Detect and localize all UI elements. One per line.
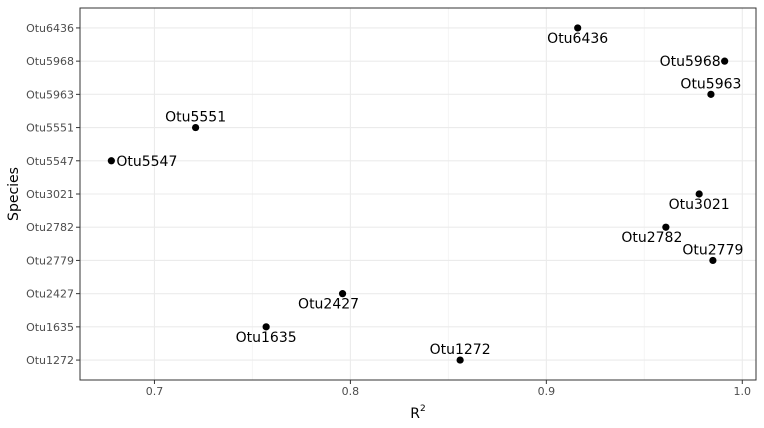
data-points	[107, 24, 729, 364]
point-label: Otu3021	[669, 197, 730, 213]
y-axis-title: Species	[6, 167, 22, 221]
point-labels: Otu6436 Otu5968 Otu5963 Otu5551 Otu5547 Otu30…	[116, 31, 743, 358]
data-point	[707, 90, 715, 98]
x-tick-label: 0.8	[342, 385, 360, 398]
data-point	[721, 57, 729, 65]
point-label: Otu5551	[165, 110, 226, 126]
data-point	[338, 290, 347, 298]
y-tick-label: Otu5551	[26, 122, 74, 135]
y-tick-label: Otu2782	[26, 221, 74, 234]
point-label: Otu2427	[298, 297, 359, 313]
point-label: Otu5547	[116, 154, 177, 170]
point-label: Otu5963	[680, 76, 741, 92]
data-point	[709, 256, 717, 265]
data-point	[192, 123, 200, 132]
y-tick-label: Otu6436	[26, 22, 74, 35]
data-point	[456, 356, 464, 364]
x-axis-title-text: R	[410, 406, 420, 422]
data-point	[107, 157, 115, 165]
point-label: Otu2779	[682, 242, 743, 258]
data-point	[662, 223, 670, 231]
point-label: Otu2782	[621, 230, 682, 246]
point-label: Otu5968	[660, 54, 721, 70]
y-tick-label: Otu5963	[26, 88, 74, 101]
x-tick-label: 0.9	[538, 385, 556, 398]
data-point	[695, 190, 703, 198]
y-tick-label: Otu5968	[26, 55, 74, 68]
y-tick-label: Otu3021	[26, 188, 74, 201]
y-tick-label: Otu1635	[26, 321, 74, 334]
x-tick-label: 1.0	[734, 385, 752, 398]
x-tick-label: 0.7	[146, 385, 164, 398]
y-tick-label: Otu1272	[26, 354, 74, 367]
axes: 0.7 0.8 0.9 1.0 Otu6436 Otu5968 Otu5963 Otu5551…	[26, 22, 751, 398]
x-axis-title-superscript: 2	[420, 404, 426, 414]
data-point	[262, 323, 270, 331]
point-label: Otu1272	[430, 342, 491, 358]
x-axis-title: R2	[410, 404, 425, 422]
data-point	[574, 24, 582, 32]
y-tick-label: Otu5547	[26, 155, 74, 168]
point-label: Otu6436	[547, 31, 608, 47]
y-tick-label: Otu2779	[26, 254, 74, 267]
y-tick-label: Otu2427	[26, 288, 74, 301]
point-label: Otu1635	[236, 330, 297, 346]
